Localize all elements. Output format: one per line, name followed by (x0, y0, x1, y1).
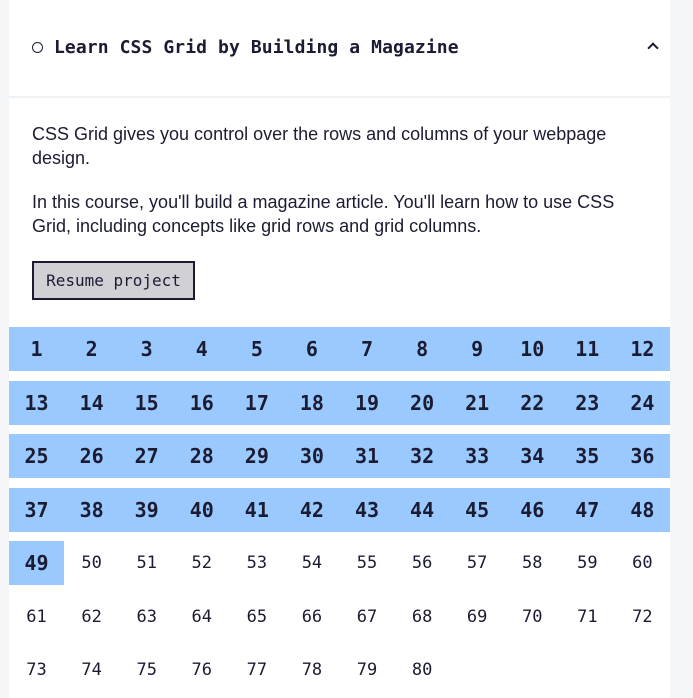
step-25-link[interactable]: 25 (9, 434, 65, 478)
step-29-link[interactable]: 29 (229, 434, 285, 478)
step-33-link[interactable]: 33 (449, 434, 505, 478)
step-28-link[interactable]: 28 (174, 434, 230, 478)
step-46-link[interactable]: 46 (504, 487, 560, 532)
step-54-link[interactable]: 54 (301, 553, 323, 573)
course-description-1: CSS Grid gives you control over the rows… (32, 124, 607, 168)
step-77-link[interactable]: 77 (246, 660, 268, 680)
step-31-link[interactable]: 31 (339, 434, 395, 478)
step-75-link[interactable]: 75 (136, 660, 157, 680)
step-59-link[interactable]: 59 (577, 553, 598, 573)
step-6-link[interactable]: 6 (284, 327, 340, 371)
step-grid: 1 2 3 4 5 6 7 8 9 10 11 12 13 14 15 16 17 18 19 20 21 22 23 24 2… (9, 327, 670, 692)
step-5-link[interactable]: 5 (229, 327, 285, 371)
step-10-link[interactable]: 10 (504, 327, 560, 371)
step-7-link[interactable]: 7 (339, 327, 395, 371)
step-57-link[interactable]: 57 (466, 553, 488, 573)
course-header[interactable]: Learn CSS Grid by Building a Magazine (9, 0, 670, 98)
step-63-link[interactable]: 63 (136, 606, 157, 627)
step-60-link[interactable]: 60 (632, 553, 653, 573)
step-2-link[interactable]: 2 (64, 327, 120, 371)
step-24-link[interactable]: 24 (614, 380, 670, 425)
step-65-link[interactable]: 65 (246, 606, 268, 627)
step-78-link[interactable]: 78 (301, 660, 323, 680)
step-27-link[interactable]: 27 (119, 434, 175, 478)
step-44-link[interactable]: 44 (394, 487, 450, 532)
step-74-link[interactable]: 74 (81, 660, 102, 680)
step-20-link[interactable]: 20 (394, 380, 450, 425)
step-41-link[interactable]: 41 (229, 487, 285, 532)
step-37-link[interactable]: 37 (9, 487, 65, 532)
step-64-link[interactable]: 64 (191, 606, 213, 627)
step-8-link[interactable]: 8 (394, 327, 450, 371)
step-39-link[interactable]: 39 (119, 487, 175, 532)
step-17-link[interactable]: 17 (229, 380, 285, 425)
step-34-link[interactable]: 34 (504, 434, 560, 478)
step-72-link[interactable]: 72 (632, 606, 653, 627)
step-1-link[interactable]: 1 (9, 327, 65, 371)
step-36-link[interactable]: 36 (614, 434, 670, 478)
step-50-link[interactable]: 50 (81, 553, 102, 573)
step-30-link[interactable]: 30 (284, 434, 340, 478)
step-62-link[interactable]: 62 (81, 606, 102, 627)
step-4-link[interactable]: 4 (174, 327, 230, 371)
step-55-link[interactable]: 55 (356, 553, 378, 573)
step-22-link[interactable]: 22 (504, 380, 560, 425)
step-42-link[interactable]: 42 (284, 487, 340, 532)
step-19-link[interactable]: 19 (339, 380, 395, 425)
step-49-link[interactable]: 49 (9, 541, 65, 585)
step-47-link[interactable]: 47 (559, 487, 615, 532)
step-69-link[interactable]: 69 (466, 606, 488, 627)
step-13-link[interactable]: 13 (9, 380, 65, 425)
course-title: Learn CSS Grid by Building a Magazine (54, 37, 459, 58)
step-48-link[interactable]: 48 (614, 487, 670, 532)
step-52-link[interactable]: 52 (191, 553, 213, 573)
step-71-link[interactable]: 71 (577, 606, 598, 627)
step-56-link[interactable]: 56 (411, 553, 433, 573)
step-70-link[interactable]: 70 (522, 606, 543, 627)
step-38-link[interactable]: 38 (64, 487, 120, 532)
step-35-link[interactable]: 35 (559, 434, 615, 478)
radio-circle-icon (32, 42, 43, 53)
resume-project-button[interactable]: Resume project (32, 261, 195, 300)
step-45-link[interactable]: 45 (449, 487, 505, 532)
step-32-link[interactable]: 32 (394, 434, 450, 478)
step-9-link[interactable]: 9 (449, 327, 505, 371)
step-51-link[interactable]: 51 (136, 553, 157, 573)
course-panel: Learn CSS Grid by Building a Magazine CS… (9, 0, 670, 698)
course-description-2: In this course, you'll build a magazine … (32, 192, 615, 236)
step-66-link[interactable]: 66 (301, 606, 323, 627)
step-18-link[interactable]: 18 (284, 380, 340, 425)
step-23-link[interactable]: 23 (559, 380, 615, 425)
step-61-link[interactable]: 61 (26, 606, 47, 627)
step-14-link[interactable]: 14 (64, 380, 120, 425)
step-67-link[interactable]: 67 (356, 606, 378, 627)
step-43-link[interactable]: 43 (339, 487, 395, 532)
step-76-link[interactable]: 76 (191, 660, 213, 680)
step-26-link[interactable]: 26 (64, 434, 120, 478)
step-79-link[interactable]: 79 (356, 660, 378, 680)
step-73-link[interactable]: 73 (26, 660, 47, 680)
step-53-link[interactable]: 53 (246, 553, 268, 573)
step-68-link[interactable]: 68 (411, 606, 433, 627)
step-21-link[interactable]: 21 (449, 380, 505, 425)
step-15-link[interactable]: 15 (119, 380, 175, 425)
step-11-link[interactable]: 11 (559, 327, 615, 371)
step-16-link[interactable]: 16 (174, 380, 230, 425)
chevron-up-icon[interactable] (647, 42, 659, 54)
step-40-link[interactable]: 40 (174, 487, 230, 532)
step-12-link[interactable]: 12 (614, 327, 670, 371)
step-58-link[interactable]: 58 (522, 553, 543, 573)
step-80-link[interactable]: 80 (411, 660, 433, 680)
step-3-link[interactable]: 3 (119, 327, 175, 371)
